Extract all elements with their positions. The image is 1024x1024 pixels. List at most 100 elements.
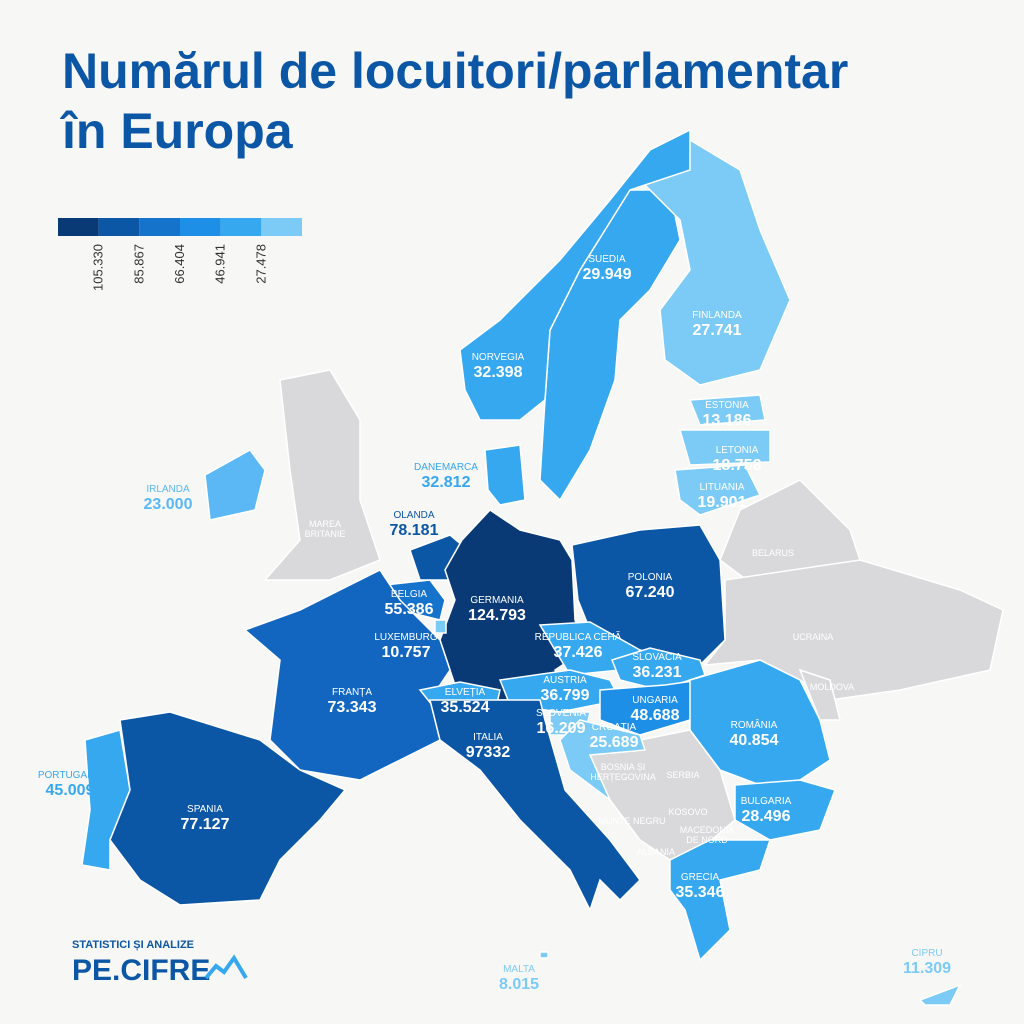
legend-tick-label: 105.330 — [91, 244, 106, 291]
country-shape — [559, 719, 647, 803]
country-name: FRANȚA — [332, 687, 372, 698]
country-shape — [434, 619, 447, 634]
country-value: 73.343 — [328, 699, 377, 716]
legend-swatch — [180, 218, 221, 236]
country-value: 40.854 — [730, 732, 779, 749]
country-name: BULGARIA — [741, 796, 792, 807]
country-shape — [734, 779, 836, 841]
country-name: MALTA — [503, 964, 535, 975]
legend-swatch — [58, 218, 99, 236]
region-label: MAREA BRITANIE — [305, 519, 346, 539]
legend-tick-label: 27.478 — [253, 244, 268, 284]
title: Numărul de locuitori/parlamentar — [62, 43, 848, 99]
country-value: 19.901 — [698, 494, 747, 511]
legend-swatch — [98, 218, 140, 236]
country-shape — [204, 449, 266, 521]
country-name: ITALIA — [473, 732, 503, 743]
legend-swatch — [261, 218, 302, 236]
country-name: DANEMARCA — [414, 462, 478, 473]
country-name: LITUANIA — [699, 482, 744, 493]
region-label: MACEDONIA DE NORD — [680, 825, 735, 845]
footer-tagline: STATISTICI ȘI ANALIZE — [72, 939, 194, 951]
region-label: UCRAINA — [793, 632, 834, 642]
country-name: ROMÂNIA — [731, 718, 778, 731]
logo-icon — [204, 954, 248, 980]
country-name: OLANDA — [393, 510, 434, 521]
country-value: 32.398 — [474, 364, 523, 381]
legend-tick-label: 85.867 — [131, 244, 146, 284]
legend-swatch — [139, 218, 180, 236]
country-value: 37.426 — [554, 644, 603, 661]
moldova-shape — [798, 668, 841, 721]
country-value: 77.127 — [181, 816, 230, 833]
country-shape — [571, 524, 726, 666]
country-shape — [689, 659, 831, 786]
title: în Europa — [59, 103, 294, 159]
country-shape — [81, 729, 131, 871]
country-value: 124.793 — [468, 607, 526, 624]
country-shape — [918, 983, 962, 1006]
country-shape — [669, 839, 772, 962]
country-name: NORVEGIA — [472, 352, 525, 363]
country-value: 67.240 — [626, 584, 675, 601]
country-value: 27.741 — [693, 322, 742, 339]
country-value: 36.799 — [541, 687, 590, 704]
country-name: CIPRU — [911, 948, 942, 959]
country-shape — [539, 951, 549, 959]
country-value: 35.346 — [676, 884, 725, 901]
country-name: GRECIA — [681, 872, 720, 883]
country-value: 23.000 — [144, 496, 193, 513]
country-name: LUXEMBURG — [374, 632, 438, 643]
country-name: SLOVACIA — [632, 652, 682, 663]
legend-tick-label: 66.404 — [172, 244, 187, 284]
country-name: UNGARIA — [632, 695, 678, 706]
country-name: AUSTRIA — [543, 675, 587, 686]
country-value: 8.015 — [499, 976, 539, 993]
country-shape — [638, 139, 791, 386]
country-value: 29.949 — [583, 266, 632, 283]
uk-shape — [263, 369, 381, 581]
country-value: 55.386 — [385, 601, 434, 618]
region-label: ALBANIA — [637, 847, 675, 857]
legend-tick-label: 46.941 — [213, 244, 228, 284]
country-value: 32.812 — [422, 474, 471, 491]
country-shape — [484, 444, 526, 506]
country-value: 16.209 — [537, 720, 586, 737]
countries — [81, 128, 962, 1006]
region-label: BOSNIA ȘI HERȚEGOVINA — [590, 762, 656, 782]
country-shape — [459, 128, 691, 421]
country-value: 97332 — [466, 744, 511, 761]
country-value: 18.758 — [713, 457, 762, 474]
country-name: SUEDIA — [588, 254, 626, 265]
country-shape — [674, 464, 762, 516]
country-value: 11.309 — [903, 960, 951, 977]
region-label: MUNTE NEGRU — [599, 816, 666, 826]
country-value: 10.757 — [382, 644, 431, 661]
legend-swatch — [220, 218, 262, 236]
country-name: SLOVENIA — [536, 708, 586, 719]
country-value: 45.009 — [46, 782, 95, 799]
non-eu-countries — [263, 369, 1004, 861]
footer-brand: PE.CIFRE — [72, 954, 210, 987]
region-label: BELARUS — [752, 548, 794, 558]
country-name: POLONIA — [628, 572, 673, 583]
country-name: REPUBLICA CEHĂ — [535, 630, 622, 643]
country-name: IRLANDA — [146, 484, 190, 495]
country-shape — [688, 394, 766, 426]
country-name: LETONIA — [716, 445, 759, 456]
country-value: 48.688 — [631, 707, 680, 724]
balkans-shape — [588, 729, 736, 861]
country-name: ESTONIA — [705, 400, 749, 411]
region-label: MOLDOVA — [810, 682, 854, 692]
country-shape — [109, 711, 347, 906]
ukraine-shape — [703, 559, 1004, 701]
country-name: ELVEȚIA — [445, 687, 486, 698]
region-label: KOSOVO — [668, 807, 707, 817]
region-label: SERBIA — [666, 770, 699, 780]
country-value: 35.524 — [441, 699, 490, 716]
country-value: 28.496 — [742, 808, 791, 825]
country-name: PORTUGALIA — [38, 770, 103, 781]
country-name: GERMANIA — [470, 595, 524, 606]
